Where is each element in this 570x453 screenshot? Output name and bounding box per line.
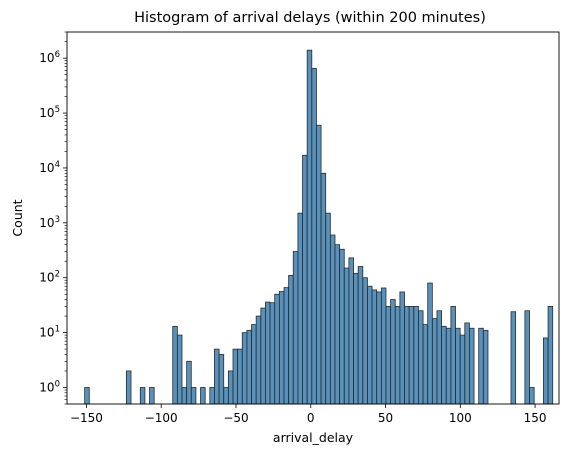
- histogram-bar: [404, 306, 410, 405]
- histogram-bar: [418, 310, 424, 405]
- histogram-bar: [316, 124, 322, 405]
- histogram-bar: [241, 332, 248, 405]
- y-tick-label: 100: [39, 379, 60, 394]
- histogram-bar: [311, 68, 317, 405]
- histogram-bar: [181, 387, 188, 405]
- histogram-bar: [547, 306, 554, 405]
- histogram-bar: [255, 315, 262, 405]
- y-tick-label: 106: [39, 50, 60, 65]
- histogram-bar: [329, 234, 336, 405]
- histogram-bar: [510, 311, 517, 405]
- histogram-bar: [265, 301, 271, 405]
- histogram-bar: [376, 291, 382, 405]
- histogram-bar: [334, 244, 341, 405]
- histogram-bar: [348, 257, 354, 405]
- histogram-bar: [288, 275, 294, 405]
- histogram-bar: [394, 306, 401, 405]
- histogram-bar: [125, 370, 132, 405]
- histogram-bar: [357, 266, 364, 405]
- x-tick-label: −150: [70, 411, 103, 425]
- histogram-bar: [227, 370, 234, 405]
- histogram-bar: [455, 327, 461, 405]
- histogram-bar: [172, 325, 178, 405]
- histogram-bar: [469, 327, 475, 405]
- histogram-bar: [274, 293, 280, 405]
- histogram-bar: [436, 310, 443, 405]
- histogram-bar: [325, 212, 331, 405]
- histogram-bar: [343, 267, 350, 405]
- chart-title: Histogram of arrival delays (within 200 …: [134, 10, 486, 26]
- histogram-bar: [450, 306, 456, 405]
- histogram-bar: [139, 387, 146, 405]
- histogram-bar: [223, 387, 229, 405]
- histogram-bar: [306, 49, 313, 405]
- histogram-bar: [362, 277, 368, 405]
- x-tick-label: 150: [524, 411, 547, 425]
- histogram-bar: [269, 302, 276, 405]
- histogram-bar: [422, 324, 429, 405]
- histogram-bar: [302, 154, 308, 405]
- y-axis: 100 101 102 103 104 105 106: [39, 31, 67, 405]
- histogram-bar: [149, 387, 155, 405]
- histogram-bar: [353, 272, 359, 405]
- histogram-bar: [367, 285, 373, 405]
- histogram-bar: [441, 325, 447, 405]
- histogram-bar: [524, 310, 530, 405]
- histogram-bar: [464, 322, 470, 405]
- histogram-bar: [283, 287, 290, 405]
- y-tick-label: 103: [39, 215, 60, 230]
- histogram-bar: [214, 348, 220, 405]
- histogram-bar: [390, 299, 396, 405]
- histogram-bar: [478, 327, 484, 405]
- histogram-bar: [371, 289, 378, 405]
- histogram-bar: [292, 251, 299, 405]
- histogram-bar: [190, 387, 197, 405]
- x-axis: −150 −100 −50 0 50 100 150: [70, 404, 547, 425]
- histogram-bar: [200, 387, 206, 405]
- histogram-bar: [186, 360, 192, 405]
- y-tick-label: 105: [39, 105, 60, 120]
- y-tick-label: 101: [39, 325, 60, 340]
- x-tick-label: 50: [378, 411, 393, 425]
- histogram-bar: [413, 306, 419, 405]
- histogram-bar: [459, 334, 466, 405]
- x-tick-label: 0: [307, 411, 315, 425]
- histogram-bar: [399, 291, 405, 405]
- histogram-bar: [232, 348, 239, 405]
- histogram-bar: [408, 306, 415, 405]
- y-tick-label: 102: [39, 270, 60, 285]
- bars-group: [84, 49, 554, 405]
- histogram-bar: [529, 387, 535, 405]
- histogram-bar: [251, 324, 257, 405]
- histogram-bar: [320, 172, 327, 405]
- y-axis-label: Count: [10, 199, 25, 236]
- x-tick-label: −100: [145, 411, 178, 425]
- histogram-bar: [176, 334, 183, 405]
- x-tick-label: 100: [449, 411, 472, 425]
- histogram-bar: [427, 282, 433, 405]
- histogram-bar: [209, 387, 215, 405]
- histogram-bar: [297, 212, 303, 405]
- histogram-bar: [278, 291, 285, 405]
- histogram-bar: [445, 327, 452, 405]
- y-tick-label: 104: [39, 160, 60, 175]
- histogram-bar: [431, 318, 438, 405]
- histogram-bar: [246, 329, 252, 405]
- plot-frame: [66, 31, 560, 405]
- x-axis-label: arrival_delay: [273, 430, 354, 445]
- histogram-bar: [237, 348, 243, 405]
- histogram-bar: [380, 287, 387, 405]
- x-tick-label: −50: [223, 411, 248, 425]
- histogram-bar: [385, 306, 392, 405]
- histogram-bar: [84, 387, 90, 405]
- histogram-bar: [218, 354, 225, 405]
- histogram-bar: [260, 307, 266, 405]
- histogram-bar: [482, 329, 489, 405]
- histogram-bar: [339, 248, 345, 405]
- histogram-bar: [543, 337, 549, 405]
